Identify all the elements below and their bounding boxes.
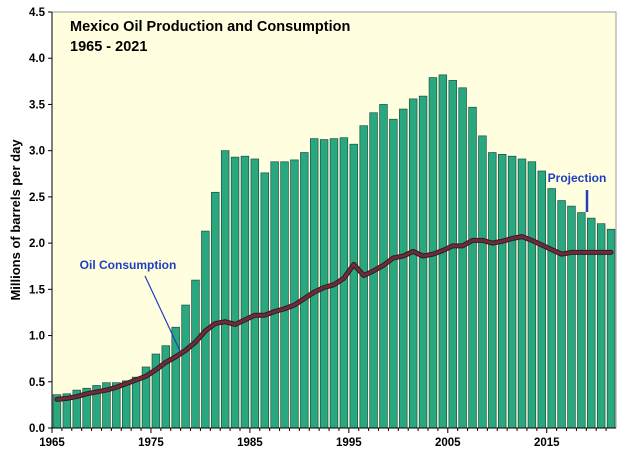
production-bar-2008	[478, 135, 487, 429]
production-bar-2014	[537, 170, 546, 429]
production-bar-2019	[587, 217, 596, 429]
line-layer	[54, 234, 614, 402]
oil-consumption-pointer	[144, 275, 182, 353]
production-bar-2015	[547, 188, 556, 429]
production-bar-1983	[230, 156, 240, 429]
y-tick-label: 4.0	[29, 53, 45, 65]
production-bar-2001	[408, 98, 418, 429]
production-bar-2016	[557, 200, 566, 429]
production-bar-1984	[240, 155, 250, 429]
oil-consumption-annotation: Oil Consumption	[80, 258, 177, 272]
annotations-layer: Oil Consumption Projection	[80, 171, 607, 353]
y-tick-label: 2.5	[29, 192, 46, 204]
y-axis-label: Millions of barrels per day	[8, 139, 23, 301]
y-tick-label: 0.5	[29, 377, 46, 389]
production-bar-1992	[319, 139, 329, 429]
y-tick-label: 2.0	[29, 238, 45, 250]
production-bar-1986	[260, 172, 269, 429]
y-tick-label: 1.0	[29, 331, 45, 343]
production-bar-1985	[250, 158, 260, 429]
production-bar-1999	[389, 118, 398, 429]
production-bar-2005	[448, 80, 457, 429]
consumption-line	[55, 235, 613, 401]
production-bar-1990	[300, 152, 309, 429]
production-bar-2017	[567, 205, 576, 429]
y-tick-label: 1.5	[29, 284, 46, 296]
production-bar-2018	[577, 212, 586, 429]
projection-annotation: Projection	[548, 171, 607, 185]
production-bar-1978	[181, 304, 190, 429]
production-bar-2021	[606, 228, 616, 429]
production-bar-1973	[131, 376, 141, 429]
production-bar-1995	[349, 143, 358, 429]
y-tick-label: 3.5	[29, 99, 46, 111]
production-bar-2000	[399, 108, 408, 429]
x-tick-label: 2005	[435, 437, 461, 449]
chart-title-line1: Mexico Oil Production and Consumption	[70, 19, 350, 35]
y-tick-label: 4.5	[29, 7, 46, 19]
axes-layer: 0.0 0.5 1.0 1.5 2.0 2.5 3.0 3.5 4.0 4.5 1965 1975 19…	[29, 7, 616, 449]
production-bar-1991	[310, 138, 319, 429]
production-bar-1981	[211, 191, 220, 429]
chart-title-line2: 1965 - 2021	[70, 39, 147, 55]
production-bar-2006	[458, 87, 467, 429]
production-bar-2012	[517, 158, 527, 429]
production-bar-2013	[527, 161, 537, 429]
production-bar-1979	[191, 279, 200, 429]
x-tick-label: 1995	[336, 437, 362, 449]
production-bar-1972	[121, 380, 131, 429]
y-tick-label: 3.0	[29, 146, 45, 158]
x-tick-label: 1965	[39, 437, 65, 449]
y-tick-label: 0.0	[29, 423, 45, 435]
x-tick-label: 2015	[534, 437, 560, 449]
x-tick-label: 1985	[237, 437, 263, 449]
production-bar-1987	[270, 161, 279, 429]
production-bar-2007	[468, 106, 477, 429]
x-tick-label: 1975	[138, 437, 164, 449]
production-bar-2010	[498, 154, 507, 429]
production-bar-1988	[280, 161, 289, 429]
production-bar-2011	[507, 155, 517, 429]
production-bar-1989	[290, 159, 299, 429]
production-bar-1982	[220, 150, 230, 429]
production-bar-2009	[488, 152, 497, 429]
production-bar-2002	[418, 95, 428, 429]
